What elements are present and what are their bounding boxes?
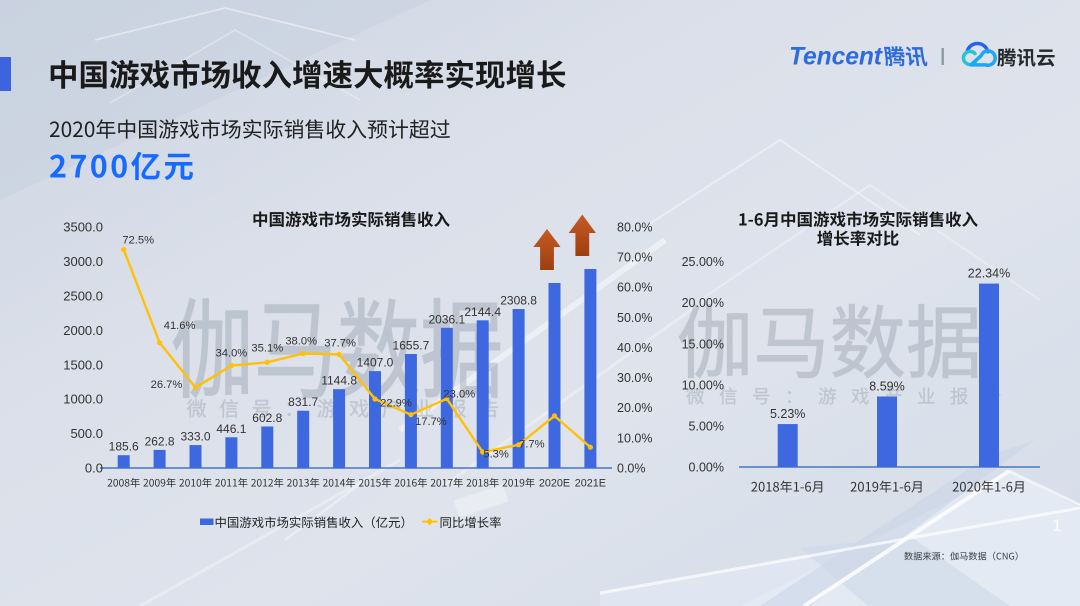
svg-text:80.0%: 80.0% bbox=[617, 220, 652, 234]
svg-text:20.00%: 20.00% bbox=[682, 296, 724, 310]
svg-text:602.8: 602.8 bbox=[252, 411, 282, 425]
svg-text:10.00%: 10.00% bbox=[682, 378, 724, 392]
svg-text:2021E: 2021E bbox=[575, 478, 606, 490]
svg-text:22.9%: 22.9% bbox=[380, 398, 412, 410]
svg-text:Tencent: Tencent bbox=[789, 44, 884, 71]
svg-text:5.23%: 5.23% bbox=[770, 407, 805, 421]
svg-text:26.7%: 26.7% bbox=[151, 379, 183, 391]
svg-text:2308.8: 2308.8 bbox=[500, 294, 537, 308]
svg-text:40.0%: 40.0% bbox=[617, 341, 652, 355]
svg-text:446.1: 446.1 bbox=[216, 422, 246, 436]
svg-text:25.00%: 25.00% bbox=[682, 255, 724, 269]
svg-text:2144.4: 2144.4 bbox=[464, 305, 501, 319]
svg-text:2020E: 2020E bbox=[539, 478, 570, 490]
svg-text:1000.0: 1000.0 bbox=[63, 392, 103, 407]
svg-text:60.0%: 60.0% bbox=[617, 281, 652, 295]
svg-text:333.0: 333.0 bbox=[180, 430, 210, 444]
svg-text:35.1%: 35.1% bbox=[251, 342, 283, 354]
svg-text:1: 1 bbox=[1052, 516, 1061, 535]
svg-text:2036.1: 2036.1 bbox=[428, 312, 465, 326]
svg-text:70.0%: 70.0% bbox=[617, 251, 652, 265]
svg-text:0.0: 0.0 bbox=[85, 461, 103, 476]
svg-text:1407.0: 1407.0 bbox=[357, 356, 394, 370]
svg-text:2500.0: 2500.0 bbox=[63, 288, 103, 303]
svg-text:8.59%: 8.59% bbox=[869, 379, 904, 393]
svg-text:0.0%: 0.0% bbox=[617, 461, 646, 475]
svg-text:0.00%: 0.00% bbox=[689, 460, 724, 474]
svg-text:2000.0: 2000.0 bbox=[63, 323, 103, 338]
svg-text:23.0%: 23.0% bbox=[443, 389, 475, 401]
svg-text:831.7: 831.7 bbox=[288, 395, 318, 409]
svg-text:500.0: 500.0 bbox=[70, 426, 103, 441]
svg-text:17.7%: 17.7% bbox=[415, 416, 447, 428]
svg-text:10.0%: 10.0% bbox=[617, 431, 652, 445]
svg-text:50.0%: 50.0% bbox=[617, 311, 652, 325]
svg-text:185.6: 185.6 bbox=[109, 440, 139, 454]
svg-text:1144.8: 1144.8 bbox=[321, 374, 357, 388]
svg-text:38.0%: 38.0% bbox=[285, 336, 317, 348]
svg-text:30.0%: 30.0% bbox=[617, 371, 652, 385]
svg-text:1500.0: 1500.0 bbox=[63, 357, 103, 372]
svg-text:20.0%: 20.0% bbox=[617, 401, 652, 415]
svg-text:3500.0: 3500.0 bbox=[63, 220, 103, 235]
svg-text:34.0%: 34.0% bbox=[216, 348, 248, 360]
svg-text:41.6%: 41.6% bbox=[164, 320, 196, 332]
svg-text:7.7%: 7.7% bbox=[519, 438, 545, 450]
svg-text:5.00%: 5.00% bbox=[689, 419, 724, 433]
svg-text:3000.0: 3000.0 bbox=[63, 254, 103, 269]
svg-text:22.34%: 22.34% bbox=[968, 267, 1010, 281]
svg-text:1655.7: 1655.7 bbox=[393, 338, 430, 352]
svg-text:5.3%: 5.3% bbox=[483, 449, 509, 461]
svg-text:15.00%: 15.00% bbox=[682, 337, 724, 351]
svg-text:262.8: 262.8 bbox=[145, 434, 175, 448]
svg-text:72.5%: 72.5% bbox=[122, 235, 154, 247]
svg-text:37.7%: 37.7% bbox=[324, 337, 356, 349]
